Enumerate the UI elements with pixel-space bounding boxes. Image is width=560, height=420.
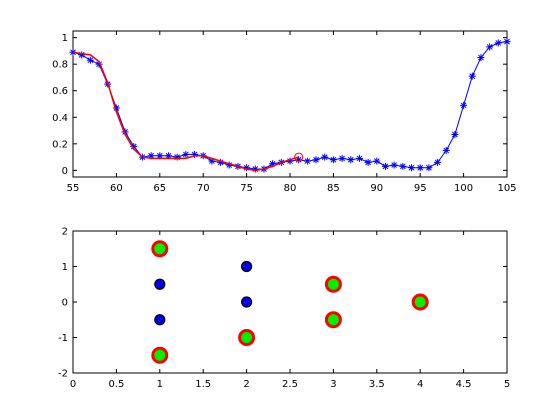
top-series-0-point <box>408 164 415 171</box>
top-series-0-point <box>504 38 511 45</box>
top-x-tick-label: 100 <box>454 183 473 194</box>
top-series-0-point <box>313 156 320 163</box>
top-x-tick-label: 105 <box>497 183 516 194</box>
top-y-tick-label: 0.4 <box>52 113 68 124</box>
top-series-0-point <box>460 102 467 109</box>
top-plot-frame <box>73 31 507 177</box>
top-x-tick-label: 80 <box>284 183 297 194</box>
bottom-x-tick-label: 1 <box>157 379 163 390</box>
top-x-tick-label: 65 <box>153 183 166 194</box>
top-series-0-point <box>425 164 432 171</box>
top-x-tick-label: 75 <box>240 183 253 194</box>
bottom-scatter-chart: 0 0.5 1 1.5 2 2.5 3 3.5 4 4.5 5 -2 -1 0 1 2 <box>58 227 510 391</box>
top-series-0-point <box>434 159 441 166</box>
top-series-0-point <box>382 163 389 170</box>
top-series-0-point <box>486 43 493 50</box>
top-series-0-point <box>321 154 328 161</box>
top-y-tick-label: 1 <box>62 33 68 44</box>
top-y-tick-label: 0.2 <box>52 139 68 150</box>
bottom-series-1-point <box>155 315 165 325</box>
top-x-tick-label: 95 <box>414 183 427 194</box>
bottom-plot-frame <box>73 231 507 373</box>
bottom-series-1-point <box>242 262 252 272</box>
bottom-y-tick-label: 0 <box>62 298 68 309</box>
bottom-series-1-point <box>155 279 165 289</box>
bottom-x-tick-label: 3.5 <box>369 379 385 390</box>
bottom-x-tick-label: 2 <box>243 379 249 390</box>
top-series-0-point <box>495 39 502 46</box>
top-x-tick-label: 60 <box>110 183 123 194</box>
top-series-0-point <box>347 156 354 163</box>
top-series-0-point <box>356 155 363 162</box>
bottom-series-0-point <box>153 348 167 362</box>
top-series-0-point <box>469 73 476 80</box>
top-series-0-point <box>330 156 337 163</box>
top-series-0-point <box>417 164 424 171</box>
top-series-0-point <box>174 154 181 161</box>
top-series-0-point <box>443 147 450 154</box>
bottom-x-tick-label: 5 <box>504 379 510 390</box>
bottom-series-0-point <box>153 242 167 256</box>
top-y-tick-label: 0.6 <box>52 86 68 97</box>
bottom-series-0-point <box>413 295 427 309</box>
bottom-series-1-point <box>242 297 252 307</box>
top-x-tick-label: 70 <box>197 183 210 194</box>
top-x-tick-label: 55 <box>67 183 80 194</box>
top-series-0-point <box>252 166 259 173</box>
bottom-series-0-point <box>240 331 254 345</box>
top-series-0-point <box>87 57 94 64</box>
top-series-0-point <box>373 158 380 165</box>
bottom-series-0-point <box>326 313 340 327</box>
top-y-tick-label: 0.8 <box>52 60 68 71</box>
bottom-x-tick-label: 2.5 <box>282 379 298 390</box>
top-x-tick-label: 85 <box>327 183 340 194</box>
bottom-y-tick-label: 1 <box>62 262 68 273</box>
bottom-x-tick-label: 3 <box>330 379 336 390</box>
top-y-tick-label: 0 <box>62 166 68 177</box>
top-series-0-point <box>477 54 484 61</box>
bottom-y-tick-label: -2 <box>58 369 68 380</box>
top-series-0-point <box>399 163 406 170</box>
top-x-tick-label: 90 <box>370 183 383 194</box>
top-series-0-point <box>365 159 372 166</box>
bottom-x-tick-label: 1.5 <box>195 379 211 390</box>
top-series-0-point <box>451 131 458 138</box>
top-series-0-point <box>339 155 346 162</box>
bottom-x-tick-label: 4.5 <box>456 379 472 390</box>
bottom-x-tick-label: 0 <box>70 379 76 390</box>
top-series-0-point <box>304 158 311 165</box>
bottom-x-tick-label: 0.5 <box>108 379 124 390</box>
bottom-y-tick-label: 2 <box>62 227 68 238</box>
top-series-0-point <box>78 51 85 58</box>
bottom-x-tick-label: 4 <box>417 379 423 390</box>
bottom-y-tick-label: -1 <box>58 333 68 344</box>
top-line-chart: 55 60 65 70 75 80 85 90 95 100 105 0 0.2 0.4 0.6 0.8 1 <box>52 31 516 194</box>
bottom-series-0-point <box>326 277 340 291</box>
top-series-0-point <box>391 162 398 169</box>
